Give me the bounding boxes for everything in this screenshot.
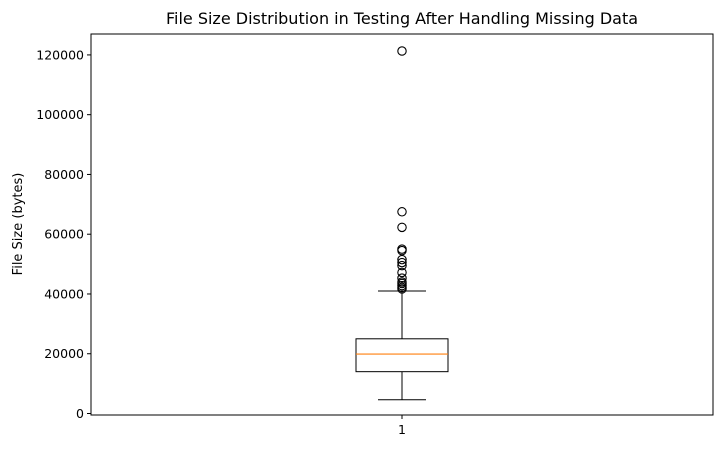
y-tick-label: 20000 xyxy=(44,346,84,361)
outlier-point xyxy=(397,245,407,256)
y-tick-label: 80000 xyxy=(44,167,84,182)
outlier-point xyxy=(397,257,407,268)
outlier-point xyxy=(397,207,407,217)
outlier-point xyxy=(397,46,407,56)
y-axis-label: File Size (bytes) xyxy=(11,173,26,276)
chart-title: File Size Distribution in Testing After … xyxy=(166,9,638,28)
y-tick-label: 100000 xyxy=(36,107,84,122)
outlier-point xyxy=(397,254,407,265)
outlier-point xyxy=(397,273,407,283)
outlier-point xyxy=(397,284,407,294)
y-tick-label: 60000 xyxy=(44,227,84,242)
outlier-point xyxy=(397,267,407,278)
box-iqr xyxy=(355,338,449,373)
outlier-point xyxy=(397,222,407,233)
y-tick-label: 0 xyxy=(76,406,84,421)
x-tick-label: 1 xyxy=(398,422,406,437)
y-tick-label: 120000 xyxy=(36,47,84,62)
plot-area: 0 20000 40000 60000 80000 100000 120000 1 xyxy=(36,33,714,437)
outlier-point xyxy=(397,260,407,271)
y-tick-label: 40000 xyxy=(44,286,84,301)
